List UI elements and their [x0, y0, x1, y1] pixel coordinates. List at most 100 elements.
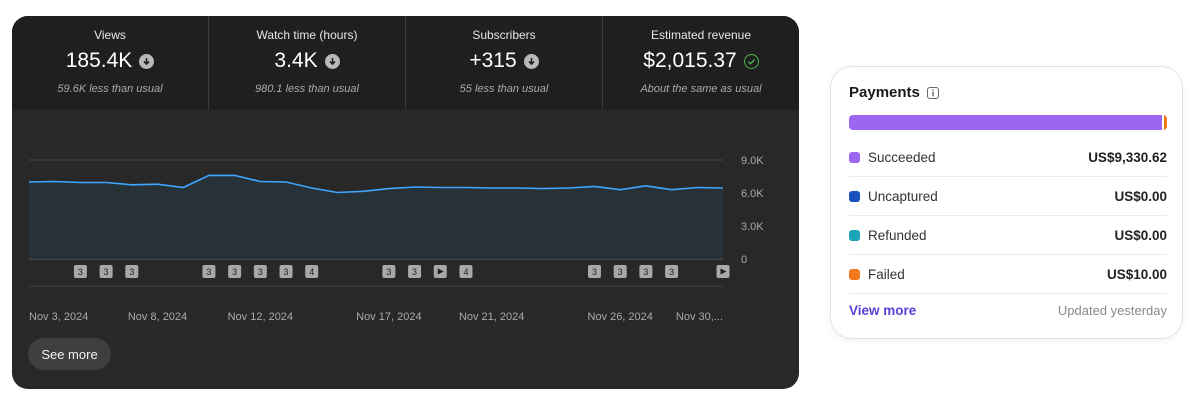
legend-swatch — [849, 151, 860, 163]
upload-count: 3 — [129, 267, 134, 277]
upload-marker — [587, 265, 601, 278]
info-icon[interactable] — [926, 86, 939, 99]
metric-label: Subscribers — [472, 28, 536, 42]
x-tick-label: Nov 17, 2024 — [356, 311, 421, 323]
upload-count: 4 — [463, 267, 468, 277]
payment-value: US$0.00 — [1114, 227, 1167, 243]
legend-swatch — [849, 268, 860, 280]
upload-count: 4 — [309, 267, 314, 277]
payments-list: Succeeded US$9,330.62 Uncaptured US$0.00… — [849, 138, 1167, 294]
data-point — [619, 188, 622, 191]
upload-marker — [459, 265, 473, 278]
y-tick-label: 3.0K — [741, 221, 764, 233]
metric-subscribers[interactable]: Subscribers +315 55 less than usual — [406, 16, 603, 110]
upload-marker — [305, 265, 319, 278]
data-point — [233, 174, 236, 177]
metric-note: 980.1 less than usual — [255, 83, 359, 95]
legend-swatch — [849, 229, 860, 241]
upload-marker — [639, 265, 653, 278]
legend-swatch — [849, 190, 860, 202]
upload-marker — [125, 265, 139, 278]
data-point — [207, 174, 210, 177]
data-point — [156, 183, 159, 186]
data-point — [130, 183, 133, 186]
payment-label: Succeeded — [868, 149, 936, 165]
play-icon — [437, 268, 444, 275]
metrics-row: Views 185.4K 59.6K less than usual Watch… — [12, 16, 799, 110]
x-tick-label: Nov 26, 2024 — [587, 311, 652, 323]
metric-value: $2,015.37 — [643, 49, 737, 72]
payments-title: Payments — [849, 84, 920, 101]
metric-label: Views — [94, 28, 126, 42]
data-point — [696, 186, 699, 189]
x-tick-label: Nov 30,... — [676, 311, 723, 323]
upload-count: 3 — [232, 267, 237, 277]
payment-value: US$0.00 — [1114, 188, 1167, 204]
down-arrow-icon — [523, 53, 539, 69]
upload-count: 3 — [386, 267, 391, 277]
data-point — [464, 186, 467, 189]
bar-segment-divider — [1162, 115, 1165, 130]
payment-row-succeeded[interactable]: Succeeded US$9,330.62 — [849, 138, 1167, 177]
down-arrow-icon — [324, 53, 340, 69]
metric-note: About the same as usual — [640, 83, 762, 95]
payment-row-refunded[interactable]: Refunded US$0.00 — [849, 216, 1167, 255]
upload-count: 3 — [78, 267, 83, 277]
metric-views[interactable]: Views 185.4K 59.6K less than usual — [12, 16, 209, 110]
payment-row-uncaptured[interactable]: Uncaptured US$0.00 — [849, 177, 1167, 216]
analytics-card: Views 185.4K 59.6K less than usual Watch… — [12, 16, 799, 389]
metric-watch-time[interactable]: Watch time (hours) 3.4K 980.1 less than … — [209, 16, 406, 110]
data-point — [285, 181, 288, 184]
data-point — [593, 185, 596, 188]
y-tick-label: 9.0K — [741, 155, 764, 167]
down-arrow-icon — [139, 53, 155, 69]
check-circle-icon — [743, 53, 759, 69]
upload-count: 3 — [284, 267, 289, 277]
payment-label: Uncaptured — [868, 188, 938, 204]
data-point — [336, 191, 339, 194]
data-point — [439, 186, 442, 189]
data-point — [79, 181, 82, 184]
upload-marker — [279, 265, 293, 278]
data-point — [182, 186, 185, 189]
data-point — [542, 187, 545, 190]
metric-label: Estimated revenue — [650, 28, 752, 42]
data-point — [413, 185, 416, 188]
x-tick-label: Nov 3, 2024 — [29, 311, 88, 323]
upload-count: 3 — [412, 267, 417, 277]
data-point — [259, 180, 262, 183]
payments-breakdown-bar — [849, 115, 1167, 130]
payment-label: Failed — [868, 266, 905, 282]
bar-segment-failed — [1164, 115, 1167, 130]
metric-revenue[interactable]: Estimated revenue $2,015.37 About the sa… — [603, 16, 799, 110]
upload-marker — [99, 265, 113, 278]
upload-count: 3 — [618, 267, 623, 277]
upload-count: 3 — [669, 267, 674, 277]
play-icon — [720, 268, 727, 275]
metric-value: 185.4K — [65, 49, 133, 72]
upload-marker — [253, 265, 267, 278]
upload-count: 3 — [592, 267, 597, 277]
data-point — [722, 187, 725, 190]
data-point — [490, 187, 493, 190]
payments-card: Payments Succeeded US$9,330.62 Uncapture… — [830, 66, 1183, 339]
data-point — [362, 190, 365, 193]
upload-marker — [408, 265, 422, 278]
payment-row-failed[interactable]: Failed US$10.00 — [849, 255, 1167, 294]
upload-marker — [73, 265, 87, 278]
x-tick-label: Nov 21, 2024 — [459, 311, 524, 323]
data-point — [387, 187, 390, 190]
data-point — [105, 181, 108, 184]
data-point — [310, 187, 313, 190]
x-tick-label: Nov 8, 2024 — [128, 311, 187, 323]
y-tick-label: 6.0K — [741, 188, 764, 200]
chart-line — [28, 174, 724, 194]
see-more-button[interactable]: See more — [28, 338, 111, 370]
view-more-link[interactable]: View more — [849, 303, 917, 318]
bar-segment-succeeded — [849, 115, 1163, 130]
payment-label: Refunded — [868, 227, 927, 243]
upload-marker — [228, 265, 242, 278]
views-chart[interactable]: 9.0K 6.0K 3.0K 0 3 3 3 3 3 3 3 4 3 3 4 3 3 3 3 Nov 3, 2024 N… — [12, 110, 799, 326]
data-point — [516, 187, 519, 190]
upload-marker — [202, 265, 216, 278]
